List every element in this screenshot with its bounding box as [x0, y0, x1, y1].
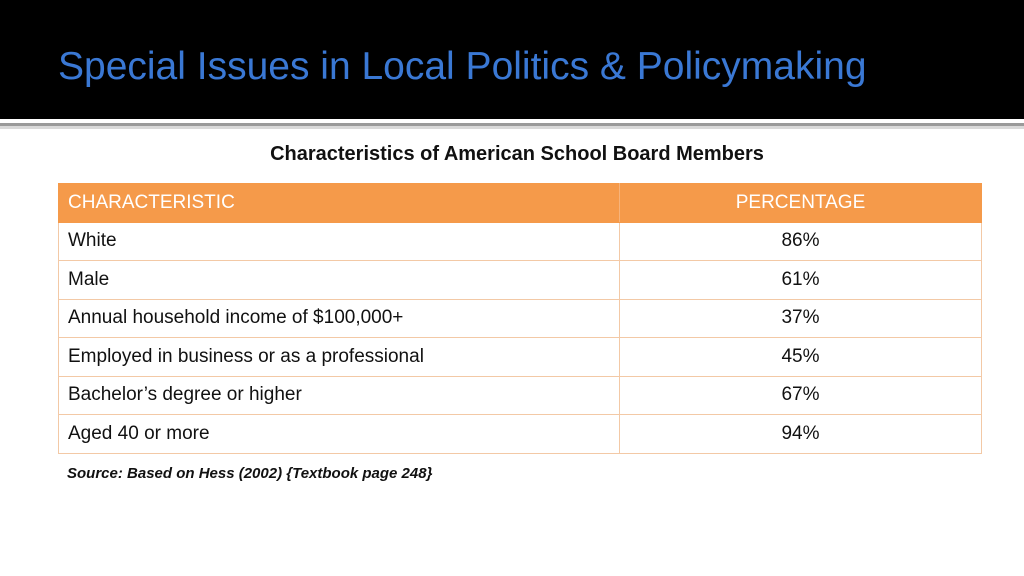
header-characteristic: CHARACTERISTIC: [58, 183, 620, 223]
cell-characteristic: Male: [58, 260, 620, 300]
cell-percentage: 86%: [619, 221, 982, 261]
characteristics-table: CHARACTERISTIC PERCENTAGE White 86% Male…: [58, 183, 982, 454]
table-header-row: CHARACTERISTIC PERCENTAGE: [58, 183, 982, 223]
table-caption: Characteristics of American School Board…: [270, 143, 764, 165]
header-percentage: PERCENTAGE: [619, 183, 982, 223]
cell-percentage: 94%: [619, 414, 982, 454]
title-divider-shadow: [0, 126, 1024, 129]
title-divider: [0, 123, 1024, 126]
table-row: Aged 40 or more 94%: [58, 414, 982, 454]
table-row: Bachelor’s degree or higher 67%: [58, 375, 982, 415]
cell-percentage: 61%: [619, 260, 982, 300]
source-note: Source: Based on Hess (2002) {Textbook p…: [67, 465, 433, 482]
cell-characteristic: Annual household income of $100,000+: [58, 298, 620, 338]
cell-characteristic: Employed in business or as a professiona…: [58, 337, 620, 377]
slide-title: Special Issues in Local Politics & Polic…: [58, 45, 867, 88]
table-row: White 86%: [58, 221, 982, 261]
cell-characteristic: Aged 40 or more: [58, 414, 620, 454]
table-row: Male 61%: [58, 260, 982, 300]
cell-percentage: 45%: [619, 337, 982, 377]
cell-characteristic: White: [58, 221, 620, 261]
cell-characteristic: Bachelor’s degree or higher: [58, 375, 620, 415]
table-row: Annual household income of $100,000+ 37%: [58, 298, 982, 338]
cell-percentage: 37%: [619, 298, 982, 338]
table-row: Employed in business or as a professiona…: [58, 337, 982, 377]
cell-percentage: 67%: [619, 375, 982, 415]
title-bar: Special Issues in Local Politics & Polic…: [0, 0, 1024, 119]
